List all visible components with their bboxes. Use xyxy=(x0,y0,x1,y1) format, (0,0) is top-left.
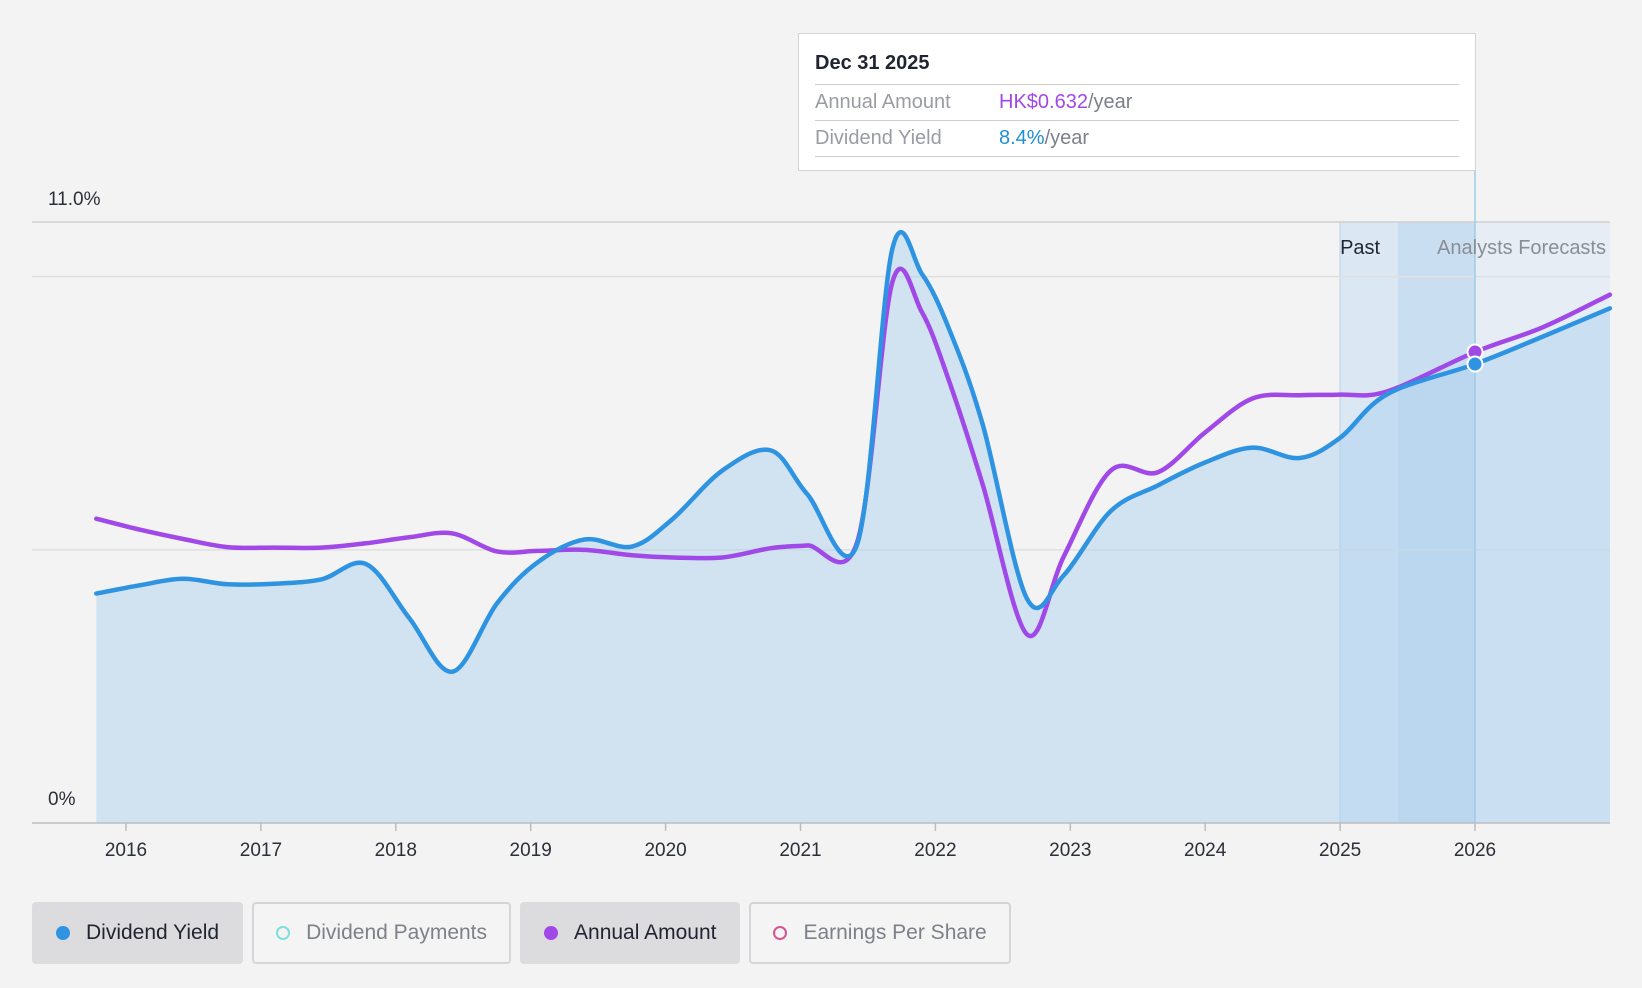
tooltip-dividend-yield-label: Dividend Yield xyxy=(815,127,942,149)
x-tick-label: 2018 xyxy=(375,840,417,861)
dividend-yield-marker xyxy=(1466,355,1484,373)
x-tick-label: 2023 xyxy=(1049,840,1091,861)
tooltip-dividend-yield-unit: /year xyxy=(1044,127,1090,149)
legend-earnings-per-share-button[interactable]: Earnings Per Share xyxy=(749,902,1011,964)
tooltip-dividend-yield-value: 8.4% xyxy=(999,127,1045,149)
x-tick-label: 2016 xyxy=(105,840,147,861)
y-axis-bottom-label: 0% xyxy=(48,789,76,810)
dividend-yield-line xyxy=(94,229,1613,674)
x-tick-label: 2022 xyxy=(914,840,956,861)
tooltip-annual-amount-unit: /year xyxy=(1087,91,1133,113)
chart-tooltip: Dec 31 2025 Annual Amount HK$0.632/year … xyxy=(798,33,1476,171)
legend-dividend-yield-label: Dividend Yield xyxy=(86,921,220,944)
x-tick-label: 2019 xyxy=(510,840,552,861)
x-tick-label: 2017 xyxy=(240,840,282,861)
past-region-band-dark xyxy=(1398,222,1475,823)
x-tick-label: 2024 xyxy=(1184,840,1227,861)
legend-dividend-payments-label: Dividend Payments xyxy=(306,921,488,944)
legend-dividend-yield-dot-icon xyxy=(56,926,70,940)
dividend-yield-area xyxy=(96,232,1610,823)
legend-annual-amount-dot-icon xyxy=(544,926,559,940)
past-region-label: Past xyxy=(1340,237,1380,259)
tooltip-annual-amount-label: Annual Amount xyxy=(815,91,951,113)
y-axis-top-label: 11.0% xyxy=(48,189,101,210)
tooltip-row-dividend-yield: Dividend Yield 8.4%/year xyxy=(815,121,1459,157)
legend-earnings-per-share-label: Earnings Per Share xyxy=(803,921,987,944)
legend-dividend-payments-button[interactable]: Dividend Payments xyxy=(252,902,512,964)
legend-annual-amount-button[interactable]: Annual Amount xyxy=(520,902,741,964)
legend-dividend-payments-ring-icon xyxy=(276,926,291,940)
x-tick-label: 2021 xyxy=(779,840,821,861)
dividend-chart: 2016 2017 2018 2019 2020 2021 2022 2023 2024 2025… xyxy=(32,171,1613,861)
legend-earnings-per-share-ring-icon xyxy=(773,926,788,940)
tooltip-annual-amount-value: HK$0.632 xyxy=(999,91,1088,113)
x-tick-label: 2020 xyxy=(644,840,686,861)
x-tick-label: 2026 xyxy=(1454,840,1496,861)
tooltip-date: Dec 31 2025 xyxy=(815,34,1459,85)
x-tick-label: 2025 xyxy=(1319,840,1361,861)
tooltip-row-annual-amount: Annual Amount HK$0.632/year xyxy=(815,85,1459,121)
legend-dividend-yield-button[interactable]: Dividend Yield xyxy=(32,902,244,964)
chart-legend: Dividend Yield Dividend Payments Annual … xyxy=(32,902,1011,964)
forecast-region-label: Analysts Forecasts xyxy=(1437,237,1606,259)
legend-annual-amount-label: Annual Amount xyxy=(574,921,717,944)
